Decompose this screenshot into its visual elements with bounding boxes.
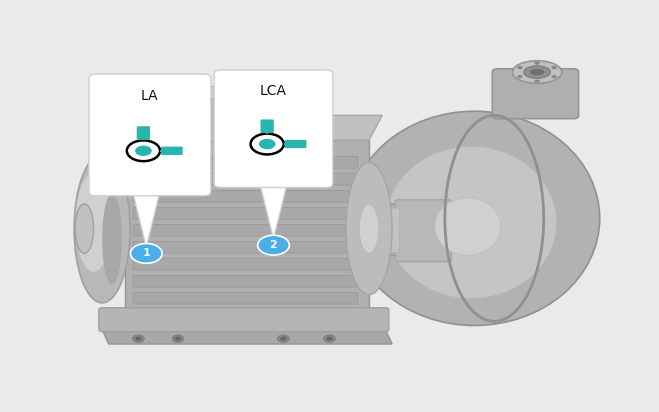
FancyBboxPatch shape [133,293,358,304]
Ellipse shape [75,204,94,253]
FancyBboxPatch shape [214,70,333,187]
Polygon shape [259,180,288,239]
Circle shape [552,75,557,78]
FancyBboxPatch shape [285,140,306,148]
FancyBboxPatch shape [133,157,358,168]
Circle shape [517,75,523,78]
FancyBboxPatch shape [133,208,358,219]
Circle shape [258,235,289,255]
Circle shape [250,133,284,154]
Circle shape [175,337,181,341]
Circle shape [277,335,289,342]
Circle shape [135,145,152,156]
Circle shape [517,66,523,69]
Text: 2: 2 [270,240,277,250]
Polygon shape [125,140,369,321]
FancyBboxPatch shape [133,276,358,287]
FancyBboxPatch shape [260,119,274,133]
FancyBboxPatch shape [89,74,211,196]
Ellipse shape [530,69,544,75]
FancyBboxPatch shape [260,177,287,182]
Ellipse shape [75,173,111,272]
Circle shape [259,139,275,149]
Polygon shape [194,87,306,99]
Circle shape [326,337,333,341]
FancyBboxPatch shape [362,204,405,255]
Text: LCA: LCA [260,84,287,98]
Ellipse shape [74,154,130,303]
FancyBboxPatch shape [395,200,451,262]
Circle shape [534,61,540,65]
FancyBboxPatch shape [133,259,358,270]
FancyBboxPatch shape [367,208,399,253]
Ellipse shape [349,111,600,325]
FancyBboxPatch shape [133,225,358,236]
FancyBboxPatch shape [137,126,150,140]
FancyBboxPatch shape [99,308,389,332]
Ellipse shape [359,204,379,253]
FancyBboxPatch shape [189,96,302,141]
Circle shape [135,337,142,341]
Circle shape [324,335,335,342]
Text: LA: LA [141,89,159,103]
FancyBboxPatch shape [133,190,358,202]
Ellipse shape [513,61,561,84]
Ellipse shape [386,146,557,299]
Circle shape [552,66,557,69]
Circle shape [130,243,162,263]
Circle shape [280,337,287,341]
Polygon shape [125,115,382,140]
FancyBboxPatch shape [133,241,358,253]
Ellipse shape [435,198,501,255]
Circle shape [285,115,295,122]
FancyBboxPatch shape [133,173,358,185]
Polygon shape [132,188,161,247]
Circle shape [172,335,184,342]
Polygon shape [102,330,392,344]
FancyBboxPatch shape [161,147,183,155]
Ellipse shape [102,194,122,284]
Circle shape [127,140,160,161]
Circle shape [196,115,206,122]
Ellipse shape [524,66,550,78]
Ellipse shape [346,163,392,295]
Text: 1: 1 [142,248,150,258]
Circle shape [534,80,540,83]
Circle shape [132,335,144,342]
FancyBboxPatch shape [492,69,579,119]
FancyBboxPatch shape [133,185,159,190]
